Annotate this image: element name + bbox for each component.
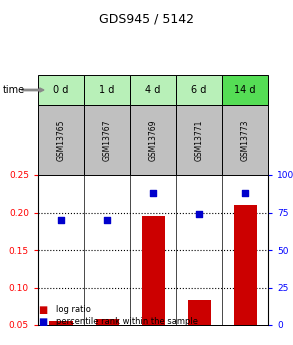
Bar (176, 105, 222, 175)
Bar (234, 205, 256, 325)
Point (59, 217, 63, 223)
Bar (130, 105, 176, 175)
Text: GSM13771: GSM13771 (195, 119, 204, 161)
Text: log ratio: log ratio (56, 306, 91, 315)
Text: GSM13773: GSM13773 (241, 119, 250, 161)
Text: ■: ■ (38, 317, 47, 327)
Point (243, 190, 247, 196)
Text: GDS945 / 5142: GDS945 / 5142 (99, 12, 194, 25)
Point (105, 217, 109, 223)
Text: 14 d: 14 d (234, 85, 256, 95)
Bar (188, 300, 210, 325)
Bar (176, 75, 222, 105)
Point (197, 211, 201, 217)
Text: 6 d: 6 d (191, 85, 207, 95)
Bar (142, 216, 164, 325)
Bar (50, 321, 72, 325)
Text: 1 d: 1 d (99, 85, 115, 95)
Bar (38, 75, 84, 105)
Bar (222, 105, 268, 175)
Point (151, 190, 155, 196)
Text: percentile rank within the sample: percentile rank within the sample (56, 317, 197, 326)
Bar (84, 105, 130, 175)
Bar (222, 75, 268, 105)
Text: GSM13765: GSM13765 (57, 119, 66, 161)
Text: 0 d: 0 d (53, 85, 69, 95)
Bar (84, 75, 130, 105)
Text: time: time (3, 85, 25, 95)
Bar (38, 105, 84, 175)
Bar (130, 75, 176, 105)
Text: ■: ■ (38, 305, 47, 315)
Text: GSM13767: GSM13767 (103, 119, 112, 161)
Text: 4 d: 4 d (145, 85, 161, 95)
Bar (96, 319, 118, 325)
Text: GSM13769: GSM13769 (149, 119, 158, 161)
